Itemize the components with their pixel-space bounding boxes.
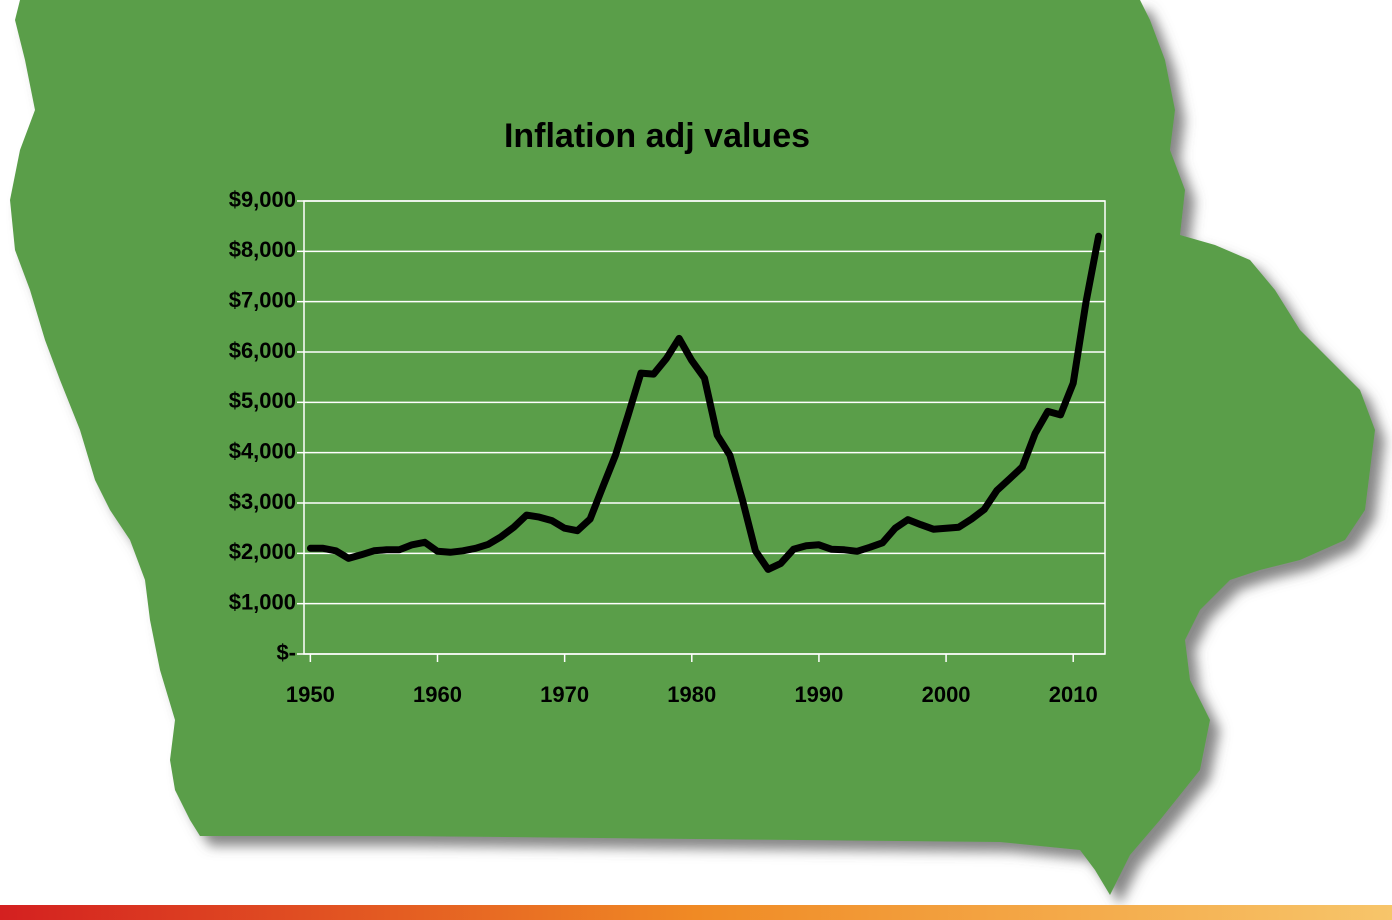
data-line bbox=[306, 232, 1103, 573]
x-tick-label: 2010 bbox=[1049, 682, 1098, 707]
y-tick-label: $8,000 bbox=[229, 237, 296, 262]
y-tick-label: $5,000 bbox=[229, 388, 296, 413]
x-tick-label: 1960 bbox=[413, 682, 462, 707]
x-tick-label: 1980 bbox=[667, 682, 716, 707]
footer-stripe bbox=[0, 905, 1392, 920]
y-tick-label: $2,000 bbox=[229, 539, 296, 564]
y-tick-label: $9,000 bbox=[229, 187, 296, 212]
x-tick-label: 1990 bbox=[794, 682, 843, 707]
x-tick-label: 1970 bbox=[540, 682, 589, 707]
chart-title: Inflation adj values bbox=[504, 117, 810, 155]
y-tick-label: $3,000 bbox=[229, 489, 296, 514]
y-tick-label: $6,000 bbox=[229, 338, 296, 363]
x-tick-label: 1950 bbox=[286, 682, 335, 707]
y-tick-label: $1,000 bbox=[229, 589, 296, 614]
y-tick-label: $- bbox=[276, 640, 296, 665]
state-map bbox=[10, 0, 1375, 895]
y-tick-label: $7,000 bbox=[229, 287, 296, 312]
y-tick-label: $4,000 bbox=[229, 438, 296, 463]
x-tick-label: 2000 bbox=[922, 682, 971, 707]
